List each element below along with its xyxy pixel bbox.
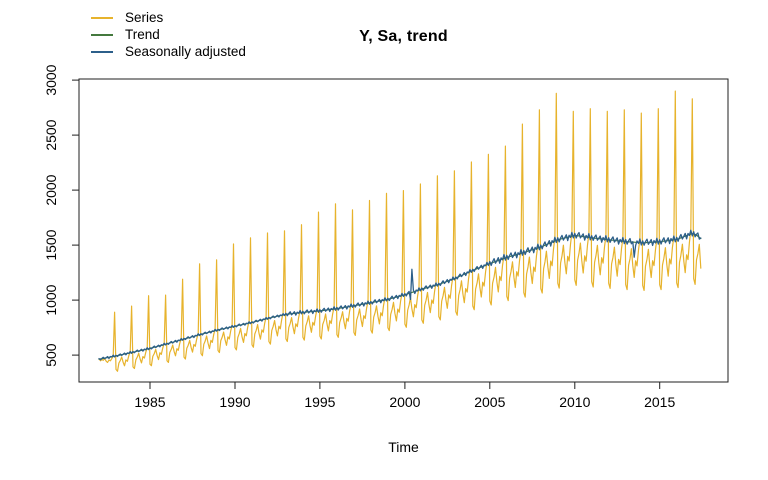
series-line-series xyxy=(98,90,702,372)
y-tick-label: 2500 xyxy=(43,119,59,150)
legend-item-trend: Trend xyxy=(91,26,246,43)
x-tick-label: 1985 xyxy=(134,394,165,410)
y-tick-label: 1000 xyxy=(43,284,59,315)
x-axis-title: Time xyxy=(388,439,419,455)
y-tick-label: 3000 xyxy=(43,64,59,95)
x-tick-label: 2000 xyxy=(389,394,420,410)
legend-item-series: Series xyxy=(91,9,246,26)
seasonally-adjusted-line-swatch xyxy=(91,50,113,53)
legend-label: Seasonally adjusted xyxy=(125,44,246,59)
plot-box xyxy=(78,78,729,383)
chart-legend: Series Trend Seasonally adjusted xyxy=(91,9,246,60)
y-tick-label: 500 xyxy=(43,343,59,367)
x-tick-label: 1990 xyxy=(219,394,250,410)
series-line-seasonally-adjusted xyxy=(98,229,702,361)
x-tick-label: 1995 xyxy=(304,394,335,410)
legend-item-seasonally-adjusted: Seasonally adjusted xyxy=(91,43,246,60)
series-line-swatch xyxy=(91,16,113,19)
x-tick-label: 2010 xyxy=(559,394,590,410)
chart-title: Y, Sa, trend xyxy=(359,28,448,45)
legend-label: Series xyxy=(125,10,164,25)
x-tick-label: 2005 xyxy=(474,394,505,410)
trend-line-swatch xyxy=(91,33,113,36)
x-tick-label: 2015 xyxy=(644,394,675,410)
legend-label: Trend xyxy=(125,27,160,42)
y-tick-label: 2000 xyxy=(43,174,59,205)
y-tick-label: 1500 xyxy=(43,229,59,260)
